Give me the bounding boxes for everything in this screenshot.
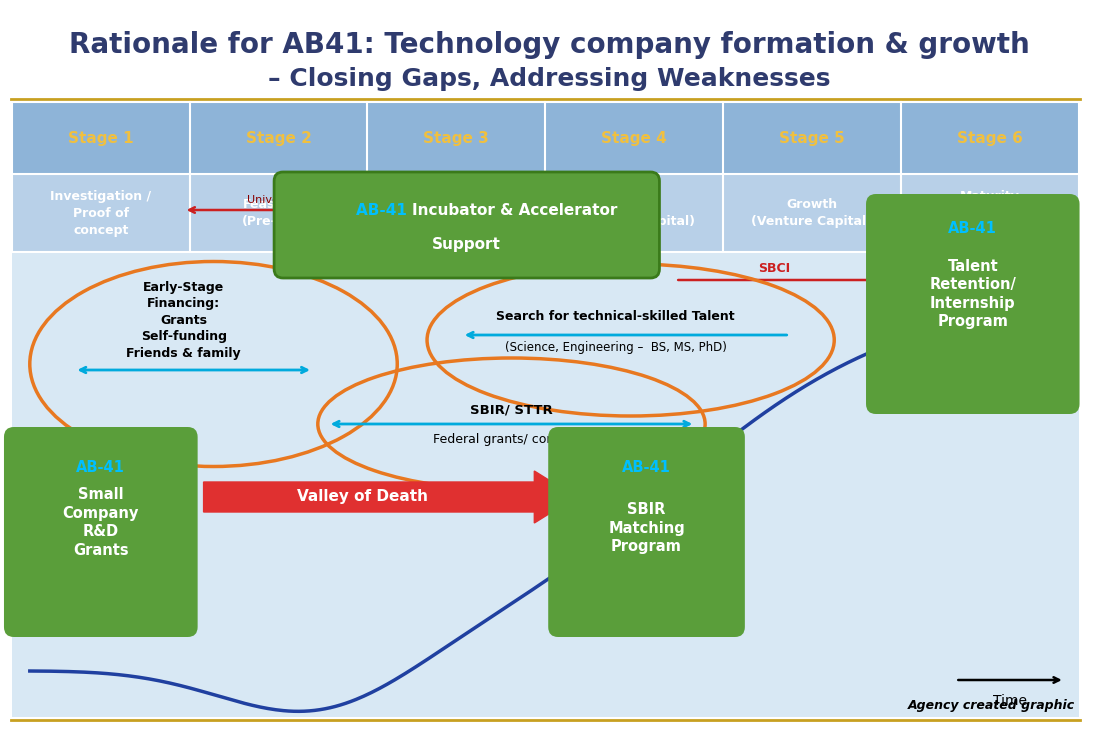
Text: SBCI: SBCI: [759, 262, 791, 275]
Text: Stage 5: Stage 5: [778, 130, 844, 146]
Text: – Closing Gaps, Addressing Weaknesses: – Closing Gaps, Addressing Weaknesses: [268, 67, 830, 92]
Text: Development
(Seed/Startup): Development (Seed/Startup): [404, 198, 508, 228]
Text: University – Knowledge Fund: University – Knowledge Fund: [247, 195, 408, 205]
FancyBboxPatch shape: [866, 194, 1079, 414]
Text: (Science, Engineering –  BS, MS, PhD): (Science, Engineering – BS, MS, PhD): [505, 340, 727, 354]
Text: Time: Time: [993, 694, 1027, 708]
Text: Growth
(Venture Capital): Growth (Venture Capital): [751, 198, 873, 228]
Text: Feasibility
(Pre-seed): Feasibility (Pre-seed): [242, 198, 315, 228]
Text: SBIR/ STTR: SBIR/ STTR: [470, 403, 553, 417]
Text: Search for technical-skilled Talent: Search for technical-skilled Talent: [496, 310, 735, 324]
Text: Incubator & Accelerator: Incubator & Accelerator: [412, 203, 617, 217]
Text: Stage 4: Stage 4: [602, 130, 666, 146]
Text: Early-Stage
Financing:
Grants
Self-funding
Friends & family: Early-Stage Financing: Grants Self-fundi…: [126, 280, 242, 359]
Text: Stage 3: Stage 3: [424, 130, 490, 146]
Text: Valley of Death: Valley of Death: [296, 490, 428, 504]
Text: Talent
Retention/
Internship
Program: Talent Retention/ Internship Program: [929, 258, 1017, 329]
FancyBboxPatch shape: [274, 172, 660, 278]
FancyBboxPatch shape: [4, 427, 198, 637]
Text: SBIR
Matching
Program: SBIR Matching Program: [608, 502, 685, 554]
Bar: [12, 102, 1078, 174]
Text: AB-41: AB-41: [623, 460, 671, 475]
Text: Rationale for AB41: Technology company formation & growth: Rationale for AB41: Technology company f…: [68, 31, 1030, 59]
Text: Stage 6: Stage 6: [956, 130, 1022, 146]
Text: AB-41: AB-41: [356, 203, 412, 217]
Text: Maturity
(Banks, Public- Offering,
Acquisition): Maturity (Banks, Public- Offering, Acqui…: [904, 190, 1076, 236]
Text: Investigation /
Proof of
concept: Investigation / Proof of concept: [51, 190, 152, 236]
Bar: [12, 174, 1078, 252]
Text: Launch
(Venture Capital): Launch (Venture Capital): [573, 198, 695, 228]
Text: Stage 2: Stage 2: [246, 130, 312, 146]
Text: Support: Support: [433, 237, 501, 252]
Bar: [12, 102, 1078, 252]
Bar: [12, 252, 1078, 717]
Text: Agency created graphic: Agency created graphic: [907, 699, 1075, 712]
Text: Stage 1: Stage 1: [68, 130, 134, 146]
Text: Small
Company
R&D
Grants: Small Company R&D Grants: [63, 487, 139, 558]
FancyArrow shape: [203, 471, 576, 523]
Text: Federal grants/ contracts: Federal grants/ contracts: [433, 433, 590, 446]
Text: AB-41: AB-41: [77, 460, 125, 475]
FancyBboxPatch shape: [548, 427, 744, 637]
Text: AB-41: AB-41: [949, 220, 997, 236]
